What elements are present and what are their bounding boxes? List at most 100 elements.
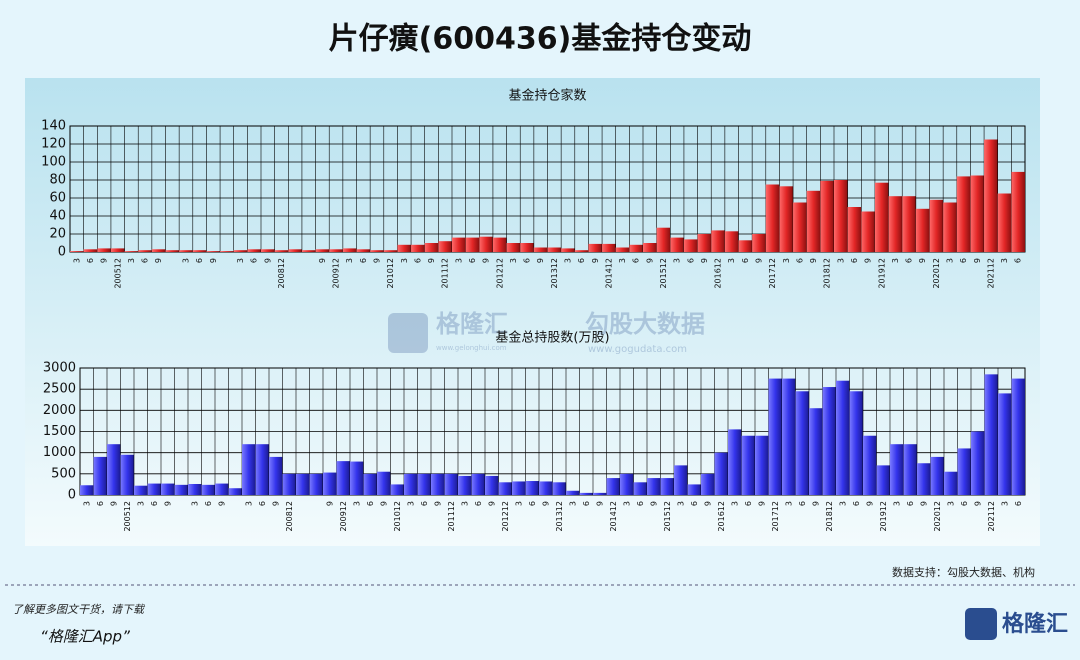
x-tick-label: 6	[632, 258, 641, 263]
bar	[970, 175, 985, 252]
y-tick-label: 120	[41, 137, 66, 152]
x-tick-label: 201812	[825, 501, 834, 532]
x-tick-label: 3	[82, 501, 91, 506]
x-tick-label: 6	[413, 258, 422, 263]
x-tick-label: 6	[798, 501, 807, 506]
x-tick-label: 9	[271, 501, 280, 506]
x-tick-label: 200912	[332, 258, 341, 289]
bar	[930, 456, 944, 495]
x-tick-label: 9	[809, 258, 818, 263]
bar	[492, 237, 507, 252]
logo-text: 格隆汇	[1002, 611, 1068, 637]
bar	[593, 492, 607, 495]
bar	[479, 236, 493, 252]
bar	[233, 250, 248, 252]
y-tick-label: 140	[41, 119, 66, 134]
bar	[724, 231, 739, 252]
bar	[1011, 378, 1025, 495]
bar	[997, 193, 1012, 252]
bar	[206, 251, 221, 252]
x-tick-label: 3	[730, 501, 739, 506]
chart-title: 基金持仓家数	[508, 88, 586, 104]
bar	[820, 180, 834, 252]
bar	[296, 473, 310, 495]
bar	[70, 251, 84, 252]
x-tick-label: 6	[686, 258, 695, 263]
watermark-partner-url: www.gogudata.com	[588, 344, 687, 355]
bar	[915, 208, 930, 252]
bar	[220, 251, 234, 252]
x-tick-label: 3	[563, 258, 572, 263]
bar	[533, 247, 548, 252]
bar	[288, 249, 302, 252]
x-tick-label: 3	[352, 501, 361, 506]
bar	[547, 247, 562, 252]
x-tick-label: 6	[906, 501, 915, 506]
x-tick-label: 6	[468, 258, 477, 263]
bar	[274, 250, 289, 252]
bar	[574, 250, 589, 252]
app-name: “格隆汇App”	[40, 628, 130, 646]
bar	[741, 435, 755, 495]
bar	[701, 473, 715, 495]
y-tick-label: 20	[49, 227, 66, 242]
x-tick-label: 202012	[932, 258, 941, 289]
bar	[956, 176, 971, 252]
bar	[138, 250, 152, 252]
source-note: 数据支持：勾股大数据、机构	[892, 565, 1035, 579]
bar	[765, 184, 780, 252]
bar	[192, 250, 207, 252]
x-tick-label: 6	[523, 258, 532, 263]
x-tick-label: 201112	[447, 501, 456, 532]
x-tick-label: 6	[150, 501, 159, 506]
bar	[255, 444, 269, 495]
y-tick-label: 0	[58, 245, 66, 260]
logo-icon	[965, 608, 997, 640]
bar	[397, 244, 412, 252]
bar	[431, 473, 445, 495]
x-tick-label: 6	[141, 258, 150, 263]
x-tick-label: 3	[509, 258, 518, 263]
bar	[674, 465, 688, 495]
x-tick-label: 9	[487, 501, 496, 506]
bar	[179, 250, 193, 252]
bar	[301, 250, 316, 252]
watermark-partner: 勾股大数据	[585, 310, 705, 338]
x-tick-label: 3	[838, 501, 847, 506]
bar	[561, 248, 575, 252]
x-tick-label: 201912	[877, 258, 886, 289]
bar	[282, 473, 296, 495]
page-title: 片仔癀(600436)基金持仓变动	[329, 22, 752, 57]
x-tick-label: 6	[905, 258, 914, 263]
bar	[929, 199, 944, 252]
x-tick-label: 202012	[933, 501, 942, 532]
x-tick-label: 201812	[823, 258, 832, 289]
x-tick-label: 201312	[550, 258, 559, 289]
x-tick-label: 3	[836, 258, 845, 263]
x-tick-label: 3	[244, 501, 253, 506]
bar	[520, 243, 534, 252]
chart-title: 基金总持股数(万股)	[495, 330, 609, 346]
y-tick-label: 3000	[43, 361, 76, 376]
bar	[424, 243, 439, 252]
x-tick-label: 6	[250, 258, 259, 263]
bar	[643, 243, 657, 252]
bar	[738, 240, 753, 252]
x-tick-label: 9	[973, 501, 982, 506]
x-tick-label: 6	[636, 501, 645, 506]
x-tick-label: 3	[673, 258, 682, 263]
x-tick-label: 201512	[663, 501, 672, 532]
bar	[404, 473, 418, 495]
bar	[998, 393, 1012, 495]
bar	[615, 247, 630, 252]
x-tick-label: 6	[741, 258, 750, 263]
bar	[444, 473, 458, 495]
x-tick-label: 6	[959, 258, 968, 263]
bar	[377, 471, 391, 495]
bar	[151, 249, 166, 252]
bar	[579, 492, 593, 495]
y-tick-label: 2000	[43, 403, 76, 418]
watermark: 格隆汇 www.gelonghui.com 勾股大数据 www.gogudata…	[388, 310, 705, 355]
bar	[728, 429, 742, 495]
x-tick-label: 6	[1014, 258, 1023, 263]
